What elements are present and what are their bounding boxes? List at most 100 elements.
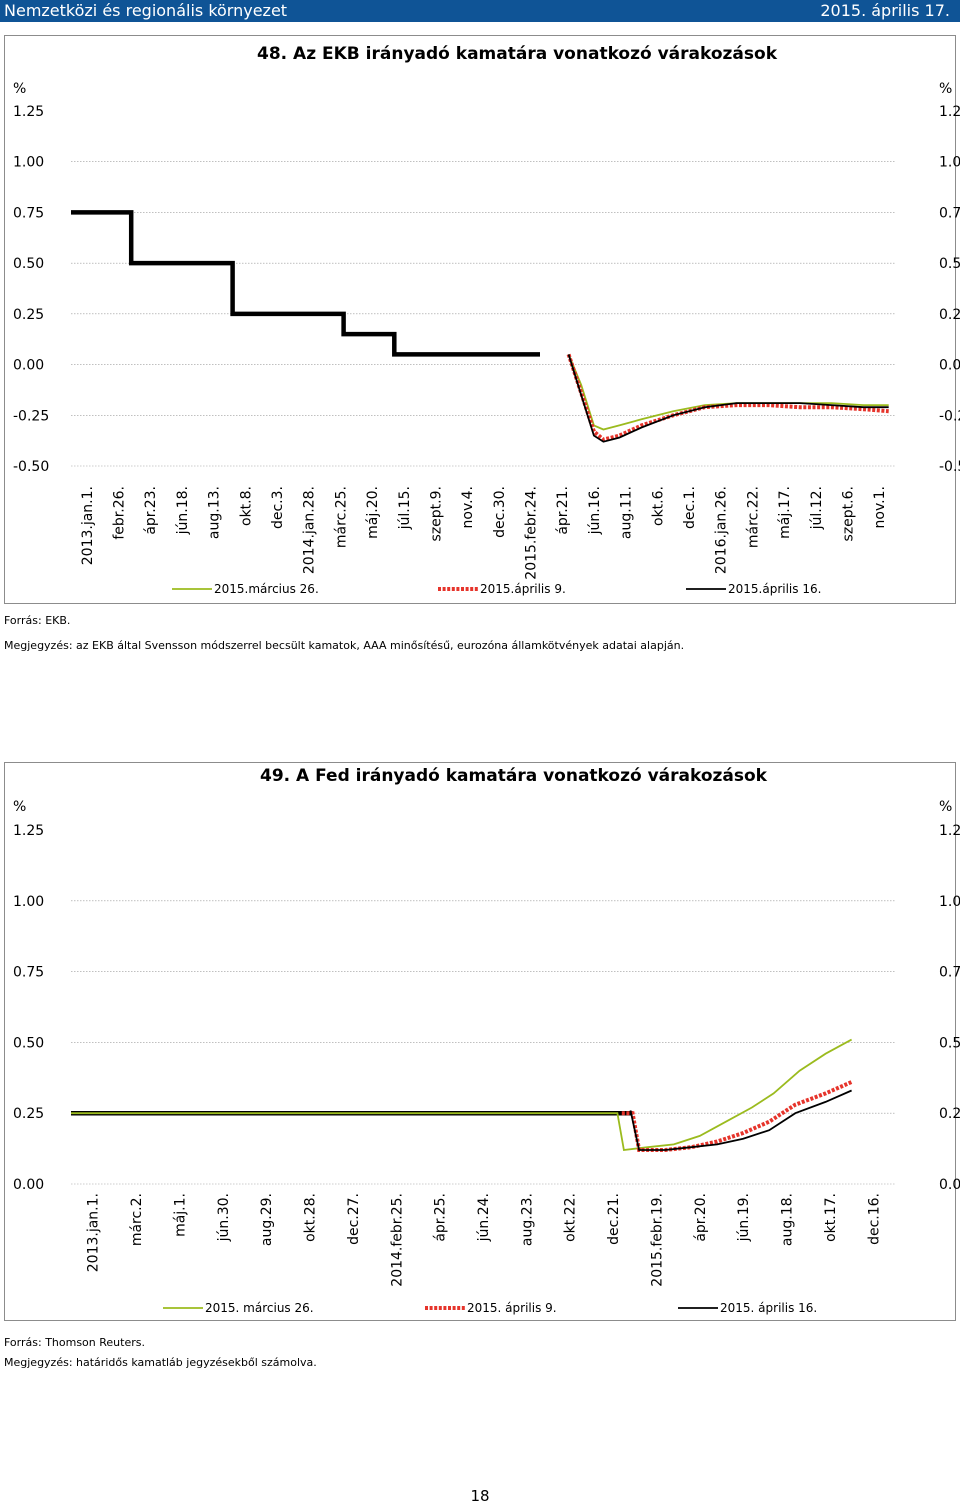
source-ecb: Forrás: EKB. [4, 614, 71, 627]
x-tick-label: szept.9. [428, 486, 444, 541]
x-tick-label: dec.3. [270, 486, 286, 529]
section-title: Nemzetközi és regionális környezet [4, 1, 288, 20]
x-tick-label: dec.27. [346, 1193, 362, 1245]
x-tick-label: okt.8. [238, 486, 254, 526]
series-line [621, 1080, 853, 1152]
x-tick-label: márc.22. [745, 486, 761, 548]
x-tick-label: 2013.jan.1. [80, 486, 96, 565]
x-tick-label: jún.19. [736, 1193, 752, 1242]
y-tick-label-right: 0.25 [939, 1106, 960, 1122]
chart-fed-box: 49. A Fed irányadó kamatára vonatkozó vá… [4, 762, 960, 1321]
y-tick-label-right: 0.75 [939, 205, 960, 221]
y-tick-label-right: 0.75 [939, 965, 960, 981]
x-tick-label: ápr.25. [433, 1193, 449, 1242]
x-tick-label: 2014.febr.25. [389, 1193, 405, 1287]
y-tick-label-right: 1.25 [939, 104, 960, 120]
y-tick-label-left: 0.25 [13, 1106, 44, 1122]
y-tick-label-right: 1.00 [939, 155, 960, 171]
y-tick-label-left: 1.00 [13, 894, 44, 910]
x-tick-label: máj.1. [172, 1193, 188, 1237]
x-tick-label: 2014.jan.28. [302, 486, 318, 574]
policy-rate-line [71, 210, 540, 357]
x-tick-label: máj.17. [777, 486, 793, 539]
series-line [71, 1038, 853, 1151]
x-tick-label: 2015.febr.19. [649, 1193, 665, 1287]
x-tick-label: márc.25. [333, 486, 349, 548]
x-tick-label: 2016.jan.26. [714, 486, 730, 574]
chart-ecb-title: 48. Az EKB irányadó kamatára vonatkozó v… [257, 44, 777, 64]
x-tick-label: nov.4. [460, 486, 476, 528]
x-tick-label: aug.11. [619, 486, 635, 539]
y-unit-left: % [13, 799, 26, 815]
chart-ecb-box: 48. Az EKB irányadó kamatára vonatkozó v… [4, 35, 960, 604]
note-ecb: Megjegyzés: az EKB által Svensson módsze… [4, 639, 685, 652]
legend-label: 2015.április 9. [480, 582, 566, 596]
legend-label: 2015. március 26. [205, 1301, 314, 1315]
y-tick-label-left: 0.00 [13, 1177, 44, 1193]
chart-fed: %% 1.25 1.25 1.00 1.00 0.75 0.75 0.50 0.50 0.25 0.… [13, 799, 960, 1315]
chart-fed-title: 49. A Fed irányadó kamatára vonatkozó vá… [260, 766, 767, 786]
y-tick-label-left: 0.00 [13, 358, 44, 374]
x-tick-label: aug.23. [519, 1193, 535, 1246]
x-tick-label: jún.24. [476, 1193, 492, 1242]
x-tick-label: dec.16. [866, 1193, 882, 1245]
y-tick-label-right: -0.25 [939, 408, 960, 424]
x-tick-label: aug.18. [780, 1193, 796, 1246]
y-tick-label-left: 0.75 [13, 965, 44, 981]
series-line [567, 354, 889, 431]
y-tick-label-right: -0.50 [939, 459, 960, 475]
x-tick-label: aug.13. [207, 486, 223, 539]
x-tick-label: máj.20. [365, 486, 381, 539]
x-tick-label: nov.1. [872, 486, 888, 528]
y-unit-right: % [939, 81, 952, 97]
x-tick-label: okt.6. [650, 486, 666, 526]
legend-label: 2015.március 26. [214, 582, 319, 596]
x-tick-label: ápr.20. [693, 1193, 709, 1242]
legend-label: 2015. április 9. [467, 1301, 557, 1315]
x-tick-label: szept.6. [840, 486, 856, 541]
x-tick-label: dec.21. [606, 1193, 622, 1245]
series-line [567, 354, 889, 443]
legend-label: 2015. április 16. [720, 1301, 817, 1315]
y-tick-label-right: 1.25 [939, 823, 960, 839]
x-tick-label: okt.17. [823, 1193, 839, 1242]
x-tick-label: dec.1. [682, 486, 698, 529]
y-tick-label-left: 1.25 [13, 823, 44, 839]
x-tick-label: jún.30. [216, 1193, 232, 1242]
x-tick-label: ápr.23. [143, 486, 159, 535]
x-tick-label: márc.2. [129, 1193, 145, 1246]
x-tick-label: febr.26. [112, 486, 128, 540]
header-date: 2015. április 17. [820, 1, 950, 20]
y-tick-label-right: 0.00 [939, 1177, 960, 1193]
series-line [629, 1089, 852, 1151]
x-tick-label: dec.30. [492, 486, 508, 538]
y-unit-right: % [939, 799, 952, 815]
source-fed: Forrás: Thomson Reuters. [4, 1336, 145, 1349]
y-tick-label-right: 0.50 [939, 256, 960, 272]
y-tick-label-left: 0.50 [13, 1035, 44, 1051]
x-tick-label: ápr.21. [555, 486, 571, 535]
y-tick-label-left: 0.75 [13, 205, 44, 221]
y-unit-left: % [13, 81, 26, 97]
x-tick-label: aug.29. [259, 1193, 275, 1246]
page-number: 18 [470, 1487, 490, 1505]
y-tick-label-right: 0.25 [939, 307, 960, 323]
y-tick-label-left: 1.00 [13, 155, 44, 171]
note-fed: Megjegyzés: határidős kamatláb jegyzések… [4, 1356, 317, 1369]
y-tick-label-right: 0.50 [939, 1035, 960, 1051]
x-tick-label: 2015.febr.24. [524, 486, 540, 580]
x-tick-label: jún.16. [587, 486, 603, 535]
header-bar: Nemzetközi és regionális környezet 2015.… [0, 0, 960, 22]
y-tick-label-left: 0.25 [13, 307, 44, 323]
legend-label: 2015.április 16. [728, 582, 821, 596]
y-tick-label-left: -0.25 [13, 408, 49, 424]
x-tick-label: okt.28. [303, 1193, 319, 1242]
y-tick-label-left: 0.50 [13, 256, 44, 272]
y-tick-label-right: 1.00 [939, 894, 960, 910]
y-tick-label-left: 1.25 [13, 104, 44, 120]
chart-ecb: %% 1.25 1.25 1.00 1.00 0.75 0.75 0.50 0.50 0.25 0.… [13, 81, 960, 596]
x-tick-label: jún.18. [175, 486, 191, 535]
x-tick-label: júl.15. [397, 486, 413, 530]
x-tick-label: okt.22. [563, 1193, 579, 1242]
y-tick-label-left: -0.50 [13, 459, 49, 475]
